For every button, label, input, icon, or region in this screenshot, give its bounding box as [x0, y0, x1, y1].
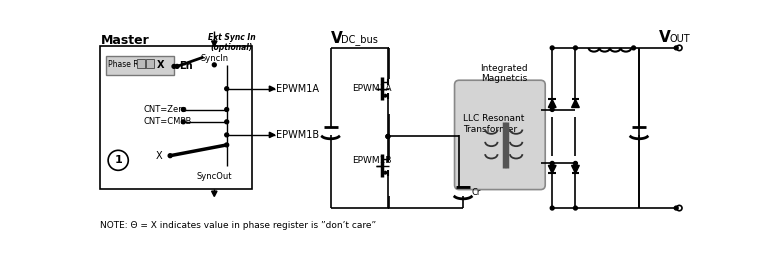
Circle shape — [168, 154, 172, 158]
Circle shape — [181, 108, 185, 111]
Text: CNT=Zero: CNT=Zero — [143, 105, 187, 114]
Circle shape — [225, 87, 229, 91]
Polygon shape — [548, 100, 556, 108]
Text: LLC Resonant
Transformer: LLC Resonant Transformer — [463, 114, 524, 134]
Bar — [137, 59, 144, 68]
Circle shape — [676, 205, 682, 211]
Text: En: En — [179, 61, 192, 71]
Polygon shape — [384, 171, 388, 174]
Text: SyncIn: SyncIn — [200, 54, 229, 63]
Text: OUT: OUT — [669, 34, 690, 44]
Circle shape — [386, 134, 390, 138]
Polygon shape — [571, 100, 579, 108]
Text: Integrated
Magnetcis: Integrated Magnetcis — [480, 64, 527, 83]
Circle shape — [574, 46, 577, 50]
Circle shape — [181, 120, 185, 124]
Bar — [106, 56, 174, 75]
Text: Cr: Cr — [472, 188, 481, 197]
Text: NOTE: Θ = X indicates value in phase register is ”don’t care”: NOTE: Θ = X indicates value in phase reg… — [100, 221, 377, 230]
Circle shape — [175, 64, 179, 68]
Circle shape — [550, 108, 554, 111]
Text: EPWM1A: EPWM1A — [352, 84, 391, 93]
Circle shape — [108, 150, 128, 170]
Polygon shape — [212, 41, 217, 46]
Text: X: X — [156, 151, 163, 161]
Text: Ext Sync In
(optional): Ext Sync In (optional) — [208, 33, 256, 52]
Text: EPWM1B: EPWM1B — [276, 130, 320, 140]
Polygon shape — [269, 132, 275, 138]
Circle shape — [674, 46, 678, 50]
Circle shape — [225, 120, 229, 124]
Circle shape — [574, 206, 577, 210]
Text: V: V — [330, 31, 342, 46]
Circle shape — [212, 63, 216, 67]
Circle shape — [574, 162, 577, 165]
Polygon shape — [269, 86, 275, 91]
Text: Phase Reg: Phase Reg — [108, 60, 148, 69]
Circle shape — [386, 134, 390, 138]
Bar — [100, 46, 252, 189]
Polygon shape — [571, 165, 579, 173]
FancyBboxPatch shape — [455, 80, 545, 190]
Circle shape — [550, 162, 554, 165]
Text: 1: 1 — [114, 155, 122, 165]
Text: EPWM1A: EPWM1A — [276, 84, 320, 94]
Text: DC_bus: DC_bus — [340, 34, 378, 45]
Polygon shape — [384, 94, 388, 97]
Text: V: V — [659, 30, 671, 45]
Circle shape — [550, 206, 554, 210]
Circle shape — [225, 108, 229, 111]
Bar — [146, 59, 154, 68]
Text: Master: Master — [100, 35, 149, 47]
Text: CNT=CMPB: CNT=CMPB — [143, 117, 191, 126]
Text: SyncOut: SyncOut — [197, 172, 232, 181]
Text: X: X — [157, 60, 164, 70]
Circle shape — [631, 46, 635, 50]
Text: EPWM1B: EPWM1B — [352, 156, 391, 165]
Circle shape — [550, 46, 554, 50]
Circle shape — [172, 64, 176, 68]
Circle shape — [674, 206, 678, 210]
Polygon shape — [212, 191, 217, 197]
Polygon shape — [548, 165, 556, 173]
Circle shape — [225, 143, 229, 147]
Circle shape — [225, 133, 229, 137]
Circle shape — [676, 45, 682, 51]
